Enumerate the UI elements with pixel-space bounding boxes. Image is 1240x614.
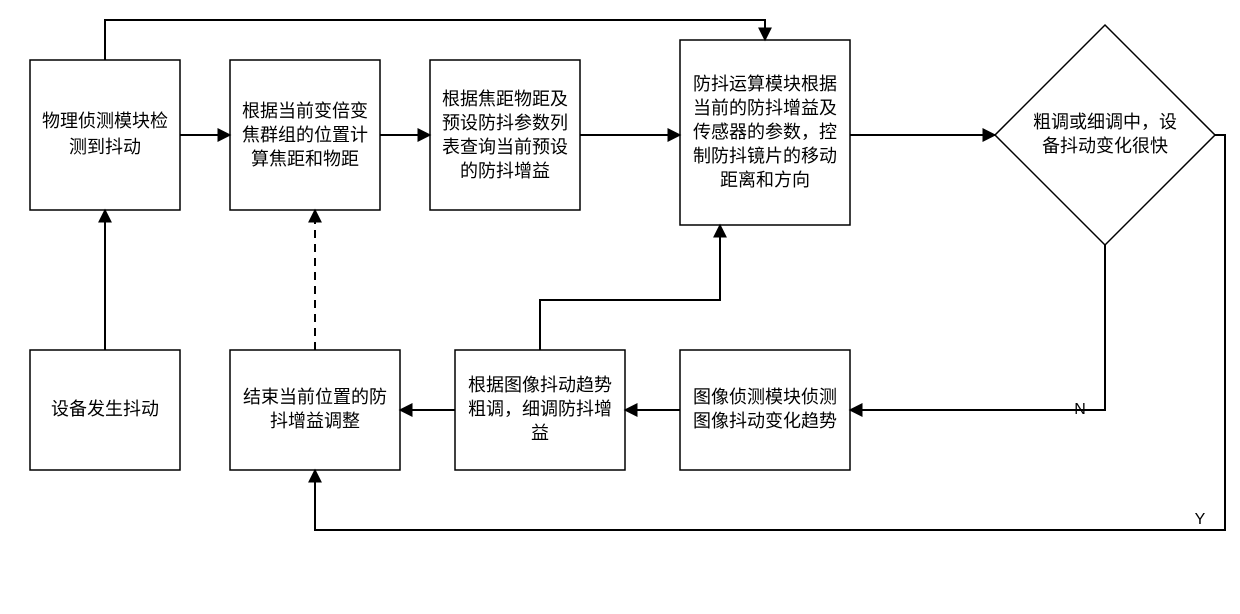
node-calc: 根据当前变倍变 焦群组的位置计 算焦距和物距 [230,60,380,210]
node-decision-line1: 粗调或细调中，设 [1033,112,1177,132]
node-detect: 物理侦测模块检 测到抖动 [30,60,180,210]
edge-label-y: Y [1195,511,1206,528]
node-control-line5: 距离和方向 [720,170,810,190]
node-adjust-line1: 根据图像抖动趋势 [468,375,612,395]
edge-detect-control-top [105,20,765,60]
node-end-line2: 抖增益调整 [270,411,360,431]
edge-label-n: N [1074,401,1086,418]
node-control-line1: 防抖运算模块根据 [693,74,837,94]
node-adjust: 根据图像抖动趋势 粗调，细调防抖增 益 [455,350,625,470]
node-start: 设备发生抖动 [30,350,180,470]
node-start-label: 设备发生抖动 [51,399,159,419]
edge-decision-imgdet [850,245,1105,410]
node-control-line3: 传感器的参数，控 [693,122,837,142]
node-control: 防抖运算模块根据 当前的防抖增益及 传感器的参数，控 制防抖镜片的移动 距离和方… [680,40,850,225]
node-calc-line2: 焦群组的位置计 [242,125,368,145]
node-detect-line2: 测到抖动 [69,137,141,157]
edge-adjust-control [540,225,720,350]
node-adjust-line3: 益 [531,423,549,443]
node-control-line2: 当前的防抖增益及 [693,98,837,118]
node-imgdet-line2: 图像抖动变化趋势 [693,411,837,431]
node-decision-line2: 备抖动变化很快 [1042,136,1168,156]
node-end: 结束当前位置的防 抖增益调整 [230,350,400,470]
node-imgdet: 图像侦测模块侦测 图像抖动变化趋势 [680,350,850,470]
node-control-line4: 制防抖镜片的移动 [693,146,837,166]
node-end-line1: 结束当前位置的防 [243,387,387,407]
flowchart-canvas: 设备发生抖动 物理侦测模块检 测到抖动 根据当前变倍变 焦群组的位置计 算焦距和… [0,0,1240,614]
node-lookup-line3: 表查询当前预设 [442,137,568,157]
node-detect-line1: 物理侦测模块检 [42,111,168,131]
node-calc-line3: 算焦距和物距 [251,149,359,169]
node-decision: 粗调或细调中，设 备抖动变化很快 [995,25,1215,245]
node-calc-line1: 根据当前变倍变 [242,101,368,121]
node-lookup-line1: 根据焦距物距及 [442,89,568,109]
node-adjust-line2: 粗调，细调防抖增 [468,399,612,419]
node-imgdet-line1: 图像侦测模块侦测 [693,387,837,407]
node-lookup-line2: 预设防抖参数列 [442,113,568,133]
node-lookup: 根据焦距物距及 预设防抖参数列 表查询当前预设 的防抖增益 [430,60,580,210]
node-lookup-line4: 的防抖增益 [460,161,550,181]
